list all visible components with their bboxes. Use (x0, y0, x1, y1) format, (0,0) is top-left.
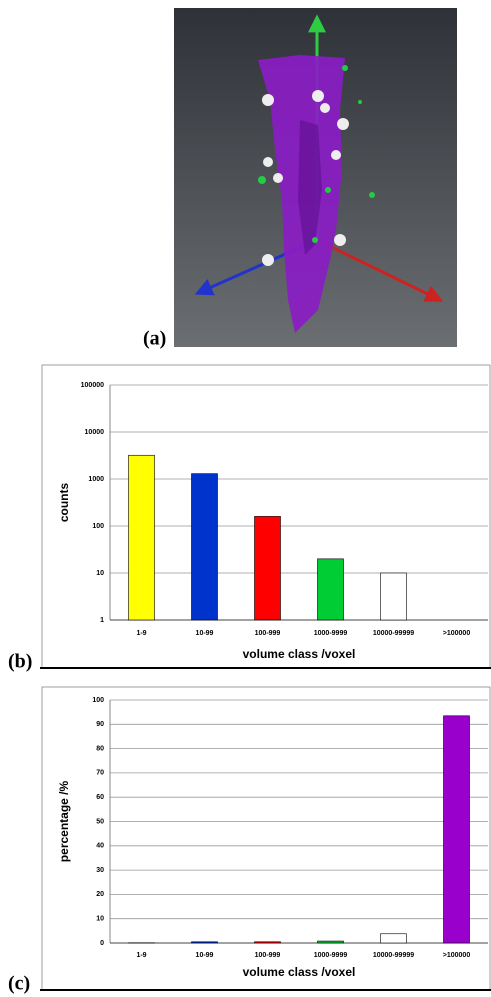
y-tick-label: 80 (96, 745, 104, 752)
bar (381, 573, 407, 620)
x-tick-label: 10000-99999 (373, 630, 414, 637)
y-axis-title: counts (57, 483, 71, 523)
bar (318, 559, 344, 620)
y-tick-label: 100 (92, 523, 104, 530)
x-tick-label: 10-99 (196, 630, 214, 637)
bar (129, 455, 155, 620)
y-tick-label: 60 (96, 794, 104, 801)
x-axis-title: volume class /voxel (243, 647, 356, 661)
y-tick-label: 1 (100, 617, 104, 624)
x-tick-label: 1-9 (136, 952, 146, 959)
x-tick-label: >100000 (443, 630, 471, 637)
bar (255, 942, 281, 943)
bar (192, 942, 218, 943)
y-tick-label: 90 (96, 721, 104, 728)
chart-frame (42, 687, 490, 990)
y-tick-label: 40 (96, 843, 104, 850)
y-tick-label: 100 (92, 697, 104, 704)
x-tick-label: 10-99 (196, 952, 214, 959)
panel-label: (a) (143, 328, 166, 350)
panel-label: (b) (8, 651, 32, 673)
y-tick-label: 50 (96, 818, 104, 825)
y-axis-title: percentage /% (57, 780, 71, 862)
bar (381, 934, 407, 943)
panel-label: (c) (8, 973, 30, 995)
y-tick-label: 70 (96, 770, 104, 777)
x-tick-label: 1000-9999 (314, 630, 348, 637)
x-axis-title: volume class /voxel (243, 965, 356, 979)
x-tick-label: 10000-99999 (373, 952, 414, 959)
x-tick-label: 100-999 (255, 952, 281, 959)
x-tick-label: 1000-9999 (314, 952, 348, 959)
y-tick-label: 10000 (85, 429, 105, 436)
bar (192, 474, 218, 620)
x-tick-label: >100000 (443, 952, 471, 959)
y-tick-label: 1000 (88, 476, 104, 483)
x-tick-label: 100-999 (255, 630, 281, 637)
y-tick-label: 20 (96, 891, 104, 898)
y-tick-label: 100000 (81, 382, 104, 389)
y-tick-label: 0 (100, 940, 104, 947)
rendering-3d (174, 8, 457, 347)
figure: (a) 1101001000100001000001-910-99100-999… (0, 0, 491, 997)
y-tick-label: 10 (96, 916, 104, 923)
bar (255, 516, 281, 620)
bar (318, 941, 344, 943)
y-tick-label: 10 (96, 570, 104, 577)
y-tick-label: 30 (96, 867, 104, 874)
bar (444, 716, 470, 943)
x-tick-label: 1-9 (136, 630, 146, 637)
